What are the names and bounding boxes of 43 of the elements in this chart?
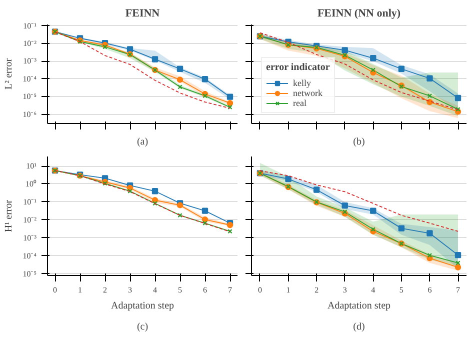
x-axis-title: Adaptation step — [110, 300, 174, 312]
y-axis-title: H¹ error — [4, 199, 15, 232]
text: (b) — [353, 136, 365, 148]
x-tick-label: 5 — [178, 286, 182, 294]
chart-title: FEINN (NN only) — [317, 8, 401, 20]
y-tick-label: 10⁰ — [26, 179, 36, 188]
x-tick-label: 3 — [128, 286, 132, 294]
y-tick-label: 10⁻³ — [23, 233, 38, 242]
x-tick-label: 3 — [342, 286, 347, 294]
legend-label: real — [293, 98, 308, 108]
y-tick-label: 10⁻⁵ — [22, 269, 37, 278]
chart-title: FEINN — [125, 8, 160, 20]
y-tick-label: 10⁻¹ — [23, 21, 38, 30]
legend-title: error indicator — [266, 62, 330, 73]
x-tick-label: 0 — [258, 286, 262, 294]
y-tick-label: 10⁻³ — [23, 56, 38, 66]
x-tick-label: 6 — [203, 286, 207, 294]
y-tick-label: 10⁻⁵ — [22, 92, 37, 102]
x-tick-label: 4 — [153, 286, 157, 294]
x-tick-label: 7 — [228, 286, 232, 294]
y-axis-title: L² error — [4, 58, 15, 90]
y-tick-label: 10⁻² — [23, 215, 38, 224]
y-tick-label: 10¹ — [26, 162, 38, 171]
x-tick-label: 0 — [53, 286, 57, 294]
y-tick-label: 10⁻⁴ — [22, 74, 37, 84]
legend-label: kelly — [293, 78, 312, 88]
legend-label: network — [293, 88, 322, 98]
x-axis-title: Adaptation step — [327, 300, 391, 312]
text: (a) — [136, 136, 148, 148]
y-tick-label: 10⁻⁶ — [22, 110, 37, 119]
x-tick-label: 7 — [456, 286, 460, 294]
x-tick-label: 2 — [103, 286, 107, 294]
x-tick-label: 5 — [399, 286, 404, 294]
x-tick-label: 2 — [314, 286, 319, 294]
x-tick-label: 4 — [371, 286, 376, 294]
y-tick-label: 10⁻⁴ — [22, 251, 37, 260]
y-tick-label: 10⁻² — [23, 39, 38, 48]
x-tick-label: 1 — [78, 286, 82, 294]
x-tick-label: 6 — [428, 286, 432, 294]
text: (d) — [353, 322, 365, 332]
x-tick-label: 1 — [286, 286, 290, 294]
text: (c) — [136, 322, 148, 332]
y-tick-label: 10⁻¹ — [23, 197, 38, 206]
